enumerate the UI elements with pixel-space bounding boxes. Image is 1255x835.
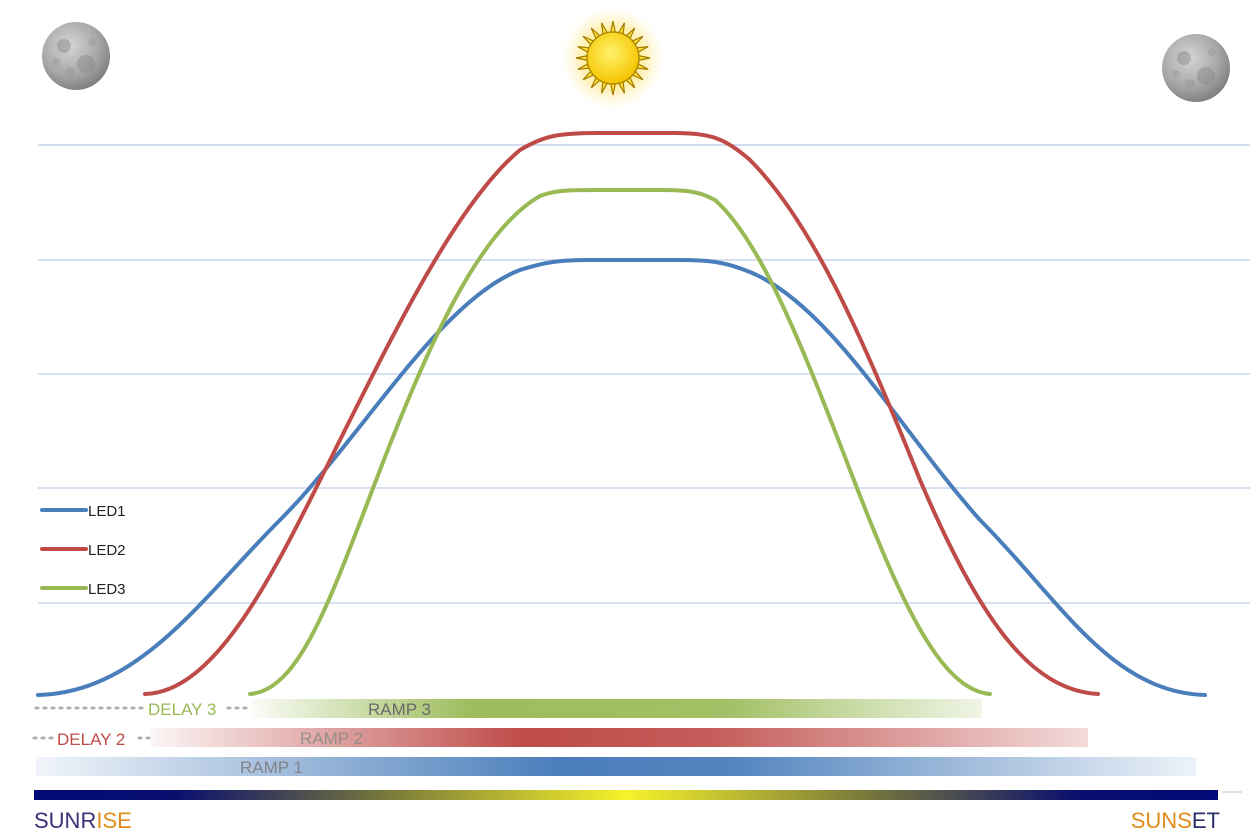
sunset-label: SUNSET	[1131, 808, 1220, 833]
gridlines	[38, 144, 1250, 604]
legend-label-led3: LED3	[88, 581, 126, 598]
sunrise-label-part2: ISE	[96, 808, 131, 833]
delay3-indicator: DELAY 3	[34, 700, 252, 719]
moon-icon	[1162, 34, 1230, 102]
ramp1-label: RAMP 1	[240, 758, 303, 777]
legend-item-led1: LED1	[40, 503, 126, 520]
delay2-indicator: DELAY 2	[32, 730, 154, 749]
legend-label-led2: LED2	[88, 542, 126, 559]
ramp3-bar	[252, 699, 982, 718]
daylight-timeline-bar	[34, 790, 1218, 800]
legend-label-led1: LED1	[88, 503, 126, 520]
sunrise-label-part1: SUNR	[34, 808, 96, 833]
series-line-led3	[248, 188, 992, 696]
ramp3-label: RAMP 3	[368, 700, 431, 719]
legend: LED1 LED2 LED3	[40, 503, 126, 598]
ramp1-bar	[36, 757, 1196, 776]
sun-icon	[561, 6, 665, 110]
legend-item-led2: LED2	[40, 542, 126, 559]
sunrise-label: SUNRISE	[34, 808, 132, 833]
series-line-led1	[36, 258, 1207, 697]
series-line-led2	[143, 131, 1100, 696]
moon-icon	[42, 22, 110, 90]
sunset-label-part2: ET	[1192, 808, 1220, 833]
legend-item-led3: LED3	[40, 581, 126, 598]
delay2-label: DELAY 2	[57, 730, 125, 749]
ramp2-bar	[150, 728, 1088, 747]
sunset-label-part1: SUNS	[1131, 808, 1192, 833]
ramp2-label: RAMP 2	[300, 729, 363, 748]
delay3-label: DELAY 3	[148, 700, 216, 719]
led-curves	[36, 131, 1207, 697]
